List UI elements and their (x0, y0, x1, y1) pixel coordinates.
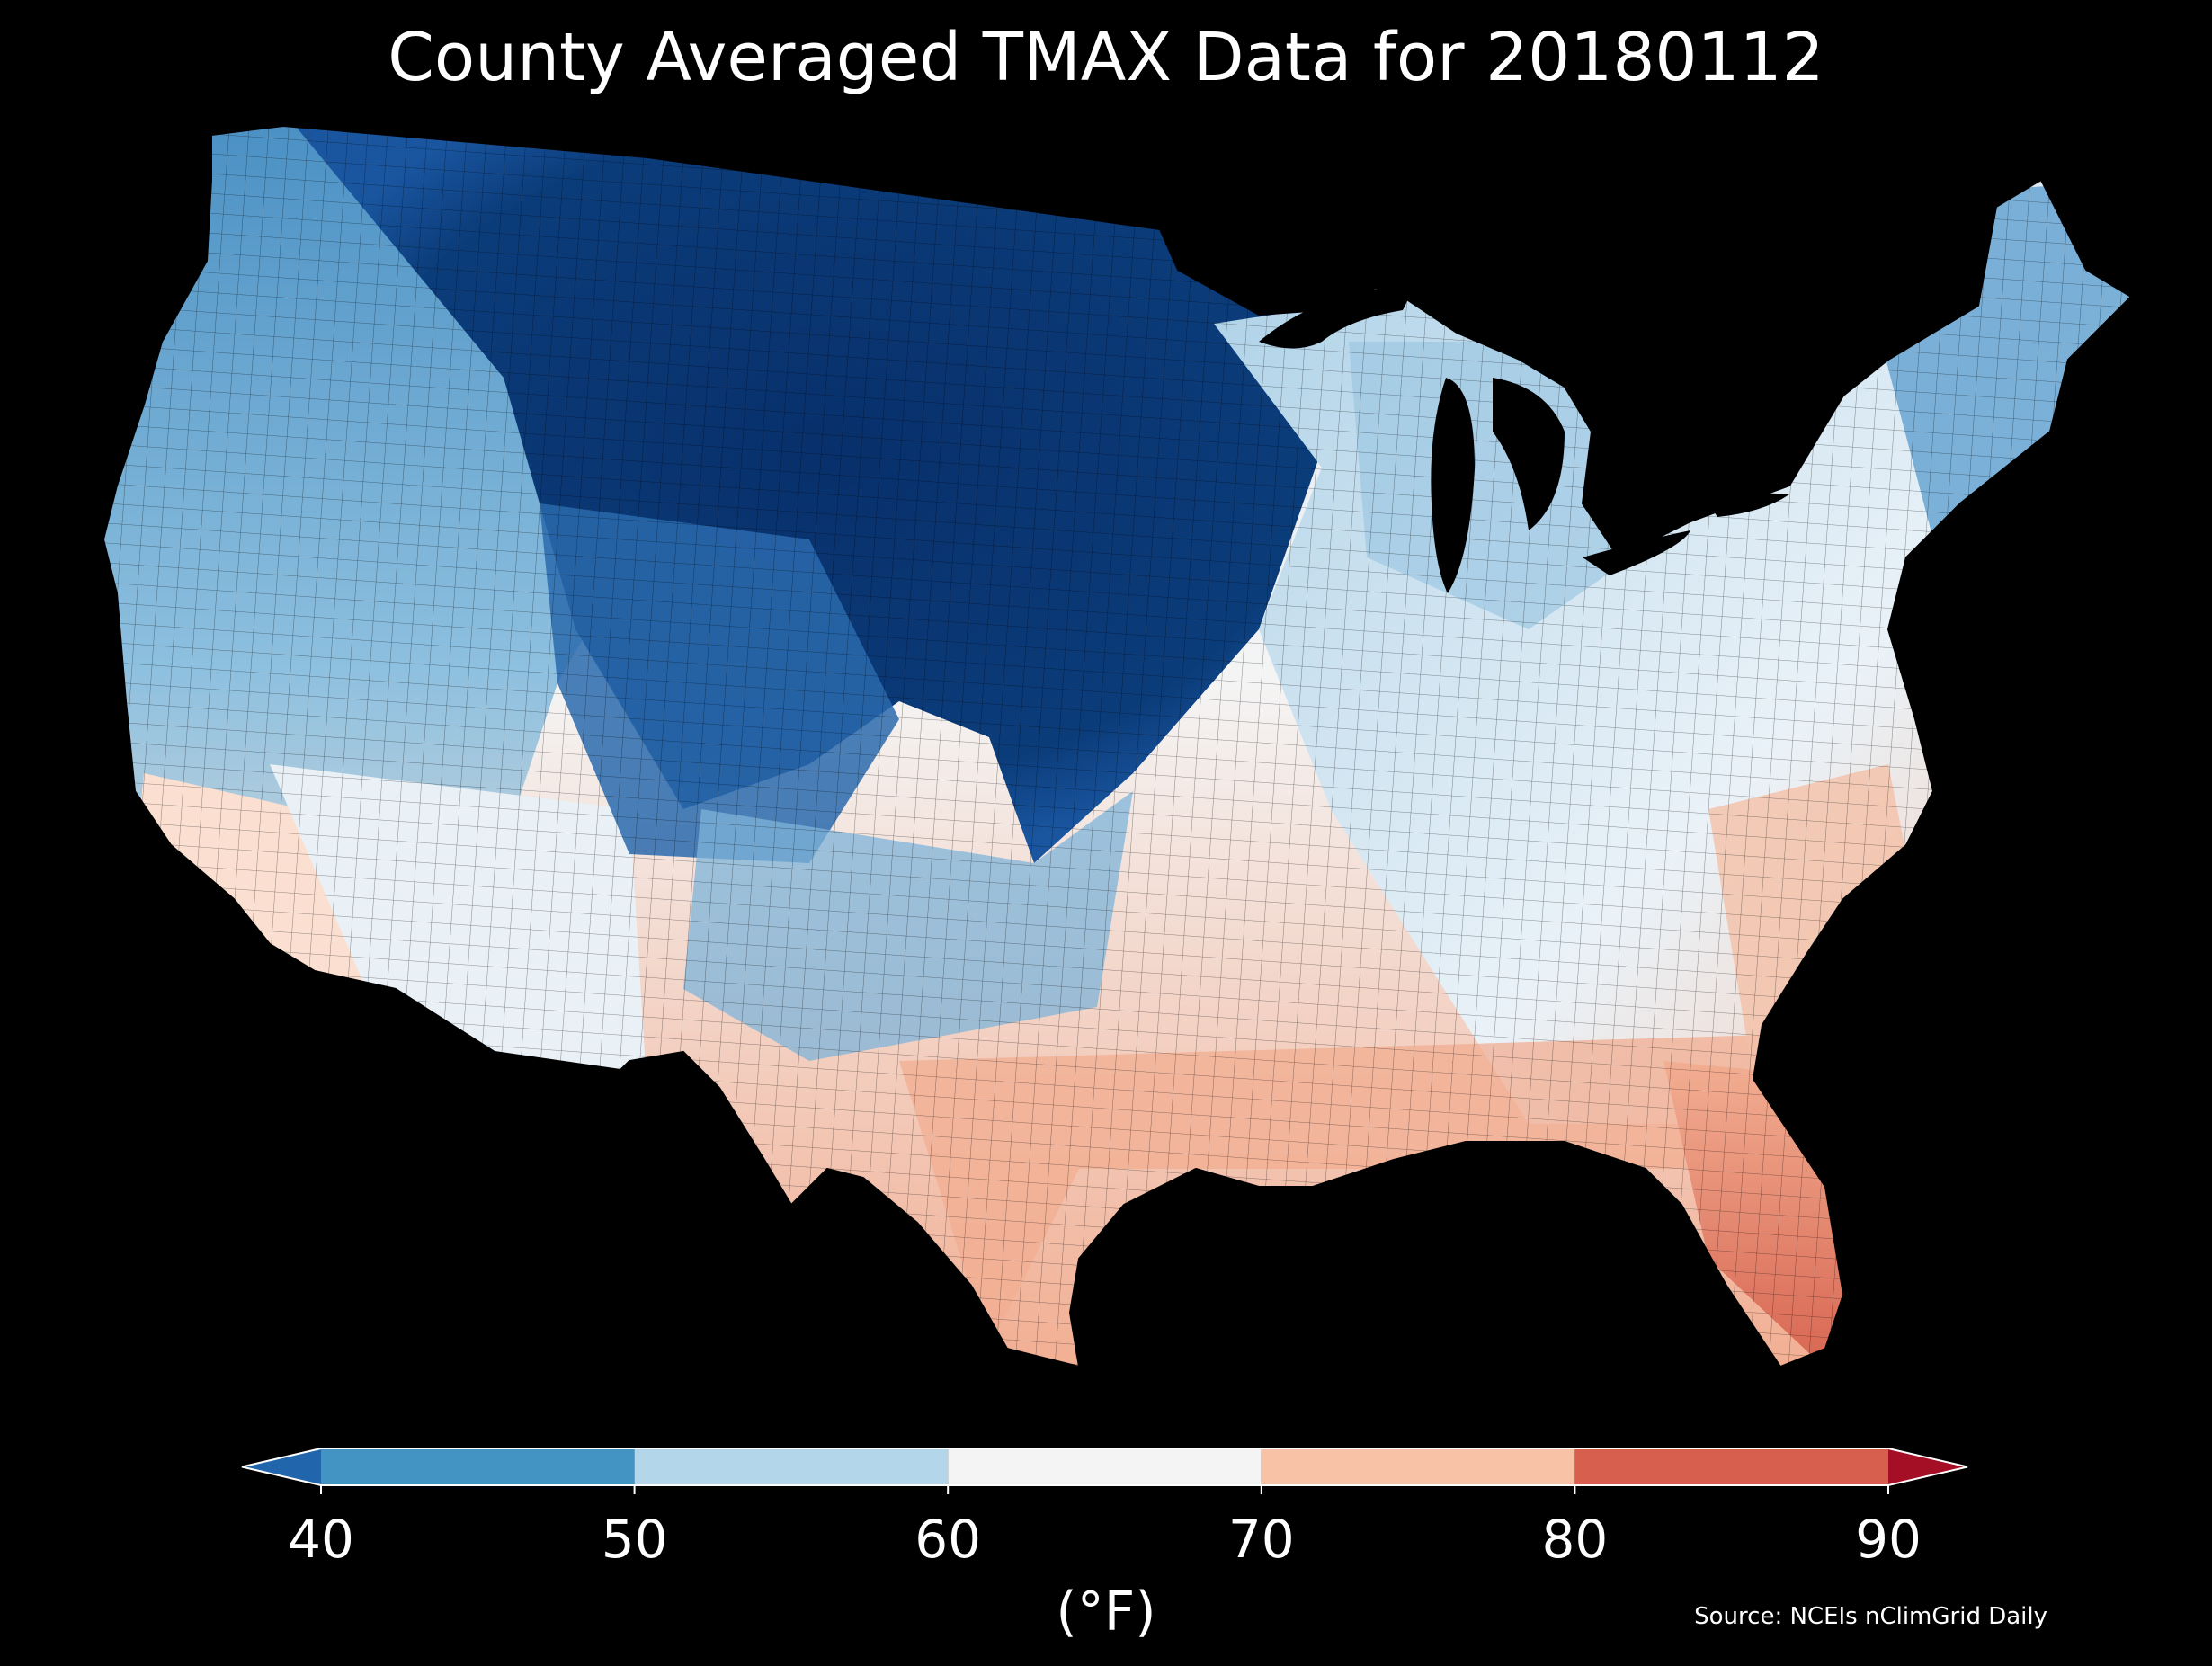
conus-land (103, 126, 2131, 1367)
colorbar-tick-label-2: 60 (914, 1509, 982, 1570)
lake-ontario (1708, 493, 1789, 517)
colorbar-extend-over (1888, 1448, 1967, 1485)
colorbar-tick-label-3: 70 (1227, 1509, 1295, 1570)
colorbar (0, 1439, 2212, 1582)
lake-superior (1259, 285, 1409, 349)
lake-erie (1583, 530, 1690, 575)
colorbar-tick-label-1: 50 (601, 1509, 668, 1570)
colorbar-bin-1 (634, 1448, 949, 1485)
colorbar-units-label: (°F) (1056, 1581, 1156, 1644)
colorbar-bin-4 (1574, 1448, 1888, 1485)
lake-huron (1493, 378, 1565, 530)
great-lakes (1259, 285, 1789, 593)
colorbar-tick-label-0: 40 (288, 1509, 354, 1570)
colorbar-tick-label-4: 80 (1541, 1509, 1609, 1570)
map-title: County Averaged TMAX Data for 20180112 (388, 19, 1824, 96)
colorbar-tick-label-5: 90 (1855, 1509, 1922, 1570)
source-credit: Source: NCEIs nClimGrid Daily (1694, 1603, 2047, 1630)
colorbar-bin-2 (948, 1448, 1262, 1485)
colorbar-bin-3 (1261, 1448, 1575, 1485)
lake-michigan (1431, 378, 1475, 593)
colorbar-extend-under (242, 1448, 321, 1485)
colorbar-bin-0 (321, 1448, 635, 1485)
conus-outline (102, 124, 2133, 1368)
